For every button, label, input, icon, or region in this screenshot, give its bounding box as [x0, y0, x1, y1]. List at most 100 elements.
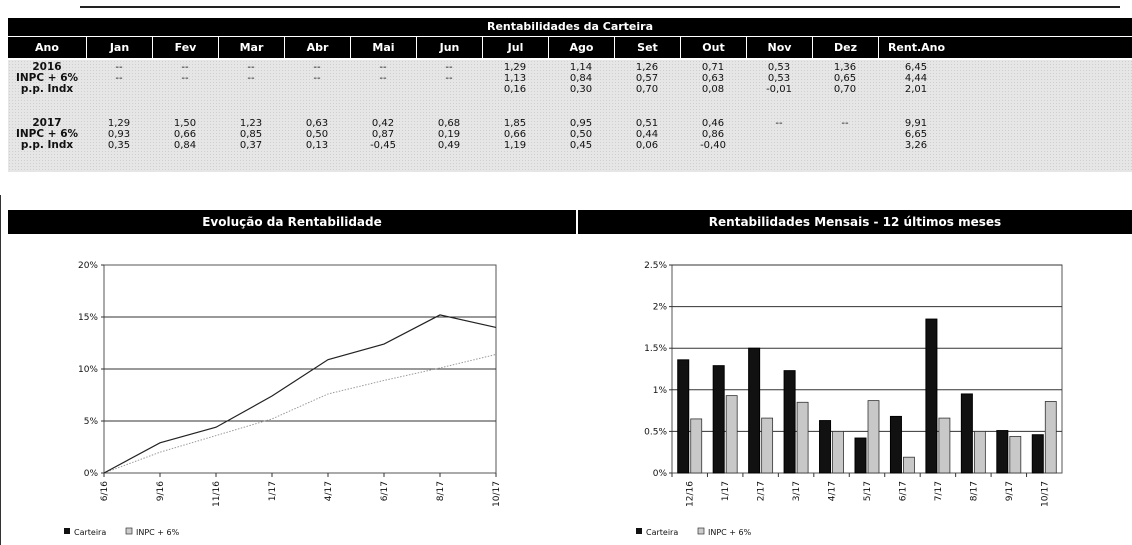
cell-value: 0,08: [701, 84, 725, 95]
legend-swatch-carteira: [64, 528, 70, 534]
cell-value: 1,26: [635, 62, 659, 73]
cell-value: 0,95: [569, 118, 593, 129]
header-cell: Mai: [350, 37, 416, 58]
value-cell: 0,46 0,86 -0,40: [680, 118, 746, 151]
x-tick-label: 9/16: [156, 481, 166, 501]
cell-value: 0,68: [437, 118, 461, 129]
cell-value: [218, 84, 284, 95]
cell-value: 1,23: [239, 118, 263, 129]
top-border-line: [80, 6, 1120, 8]
cell-value: p.p. Indx: [20, 139, 74, 151]
value-cell: -- --: [284, 62, 350, 95]
header-cell: Jun: [416, 37, 482, 58]
left-border-line: [0, 195, 1, 545]
x-tick-label: 5/17: [863, 481, 873, 501]
cell-value: --: [115, 62, 123, 73]
cell-value: 9,91: [904, 118, 928, 129]
value-cell: 6,45 4,44 2,01: [878, 62, 954, 95]
cell-value: 0,50: [305, 129, 329, 140]
x-tick-label: 2/17: [757, 481, 767, 501]
series-line-inpc: [103, 353, 497, 474]
cell-value: 0,93: [107, 129, 131, 140]
line-chart: 0% 5% 10% 15% 20% 6/16 9/16 11/16 1/17 4/17 6/17 8/…: [64, 261, 502, 537]
cell-value: --: [181, 62, 189, 73]
cell-value: 0,87: [371, 129, 395, 140]
bar-carteira: [960, 393, 973, 474]
cell-value: 0,37: [239, 140, 263, 151]
value-cell: 0,71 0,63 0,08: [680, 62, 746, 95]
x-tick-label: 9/17: [1005, 481, 1015, 501]
bar-carteira: [1031, 434, 1044, 474]
cell-value: -0,45: [370, 140, 396, 151]
value-cell: 0,42 0,87 -0,45: [350, 118, 416, 151]
y-tick-label: 1%: [653, 386, 668, 396]
cell-value: -0,40: [700, 140, 726, 151]
header-cell: Jan: [86, 37, 152, 58]
table-body: 2016 INPC + 6% p.p. Indx -- -- -- -- -- -- -- -- --…: [8, 60, 1132, 172]
table-header-row: Ano Jan Fev Mar Abr Mai Jun Jul Ago Set Out Nov Dez R…: [8, 37, 1132, 58]
value-cell: 1,23 0,85 0,37: [218, 118, 284, 151]
header-cell: Ago: [548, 37, 614, 58]
cell-value: 0,85: [239, 129, 263, 140]
cell-value: 1,85: [503, 118, 527, 129]
cell-value: [350, 84, 416, 95]
cell-value: 0,84: [173, 140, 197, 151]
bar-carteira: [996, 430, 1009, 474]
cell-value: [152, 84, 218, 95]
x-tick-label: 6/17: [380, 481, 390, 501]
value-cell: --: [812, 118, 878, 151]
cell-value: --: [247, 73, 255, 84]
cell-value: 4,44: [904, 73, 928, 84]
bar-carteira: [889, 415, 902, 474]
legend-label: Carteira: [74, 528, 106, 537]
cell-value: 0,42: [371, 118, 395, 129]
bar-inpc: [1009, 435, 1022, 474]
bar-carteira: [712, 365, 725, 474]
cell-value: 1,13: [503, 73, 527, 84]
value-cell: 9,91 6,65 3,26: [878, 118, 954, 151]
cell-value: 0,53: [767, 62, 791, 73]
cell-value: 1,14: [569, 62, 593, 73]
year-block: 2016 INPC + 6% p.p. Indx -- -- -- -- -- -- -- -- --…: [8, 62, 1132, 96]
cell-value: --: [445, 73, 453, 84]
bar-carteira: [854, 437, 867, 474]
cell-value: --: [115, 73, 123, 84]
cell-value: [812, 140, 878, 151]
cell-value: 0,50: [569, 129, 593, 140]
returns-table: Rentabilidades da Carteira Ano Jan Fev Mar A…: [8, 18, 1132, 172]
bar-inpc: [761, 417, 774, 474]
value-cell: 1,36 0,65 0,70: [812, 62, 878, 95]
y-tick-label: 1.5%: [644, 344, 667, 354]
cell-value: 0,84: [569, 73, 593, 84]
row-label-cell: 2017 INPC + 6% p.p. Indx: [8, 118, 86, 151]
cell-value: --: [247, 62, 255, 73]
legend-label: INPC + 6%: [136, 528, 180, 537]
bar-inpc: [832, 430, 844, 474]
cell-value: --: [181, 73, 189, 84]
value-cell: 1,14 0,84 0,30: [548, 62, 614, 95]
cell-value: 0,19: [437, 129, 461, 140]
cell-value: 0,44: [635, 129, 659, 140]
cell-value: 0,53: [767, 73, 791, 84]
header-cell: Jul: [482, 37, 548, 58]
x-tick-label: 12/16: [686, 481, 696, 507]
header-cell: Nov: [746, 37, 812, 58]
legend-swatch-inpc: [125, 527, 133, 535]
bar-carteira: [748, 347, 761, 474]
bar-carteira: [925, 318, 938, 474]
cell-value: 6,65: [904, 129, 928, 140]
x-tick-label: 6/16: [100, 481, 110, 501]
x-tick-label: 4/17: [324, 481, 334, 501]
bar-inpc: [903, 456, 915, 474]
legend-swatch-inpc: [697, 527, 705, 535]
cell-value: --: [775, 118, 783, 129]
cell-value: --: [841, 118, 849, 129]
cell-value: 0,49: [437, 140, 461, 151]
cell-value: [284, 84, 350, 95]
value-cell: 1,26 0,57 0,70: [614, 62, 680, 95]
cell-value: 0,35: [107, 140, 131, 151]
value-cell: 0,68 0,19 0,49: [416, 118, 482, 151]
legend-label: Carteira: [646, 528, 678, 537]
value-cell: -- --: [218, 62, 284, 95]
cell-value: 1,29: [503, 62, 527, 73]
